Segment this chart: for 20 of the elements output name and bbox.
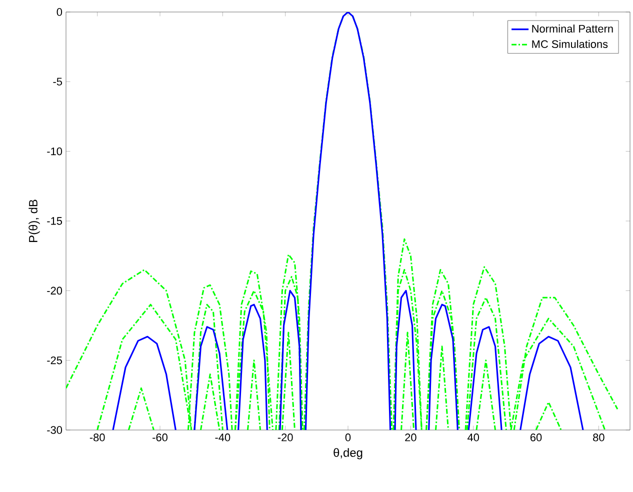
y-tick-label: -10 <box>47 147 62 156</box>
x-tick-label: -40 <box>215 434 230 442</box>
y-axis-title: P(θ), dB <box>28 200 40 242</box>
x-tick-label: -60 <box>152 434 168 442</box>
x-tick-label: 60 <box>530 434 542 442</box>
legend-label: Norminal Pattern <box>532 24 613 33</box>
x-tick-label: -20 <box>278 434 293 442</box>
y-tick-label: -15 <box>47 217 62 225</box>
x-tick-label: 40 <box>468 434 479 442</box>
y-tick-label: -20 <box>47 286 62 295</box>
x-tick-label: 80 <box>593 434 604 442</box>
x-axis-title: θ,deg <box>334 448 362 460</box>
y-tick-label: 0 <box>56 8 62 16</box>
x-tick-label: 20 <box>405 434 416 442</box>
legend-label: MC Simulations <box>532 40 608 48</box>
y-tick-label: -30 <box>47 426 62 434</box>
y-tick-label: -5 <box>53 78 62 86</box>
x-tick-label: 0 <box>345 434 351 442</box>
y-tick-label: -25 <box>47 356 62 364</box>
x-tick-label: -80 <box>90 434 105 442</box>
